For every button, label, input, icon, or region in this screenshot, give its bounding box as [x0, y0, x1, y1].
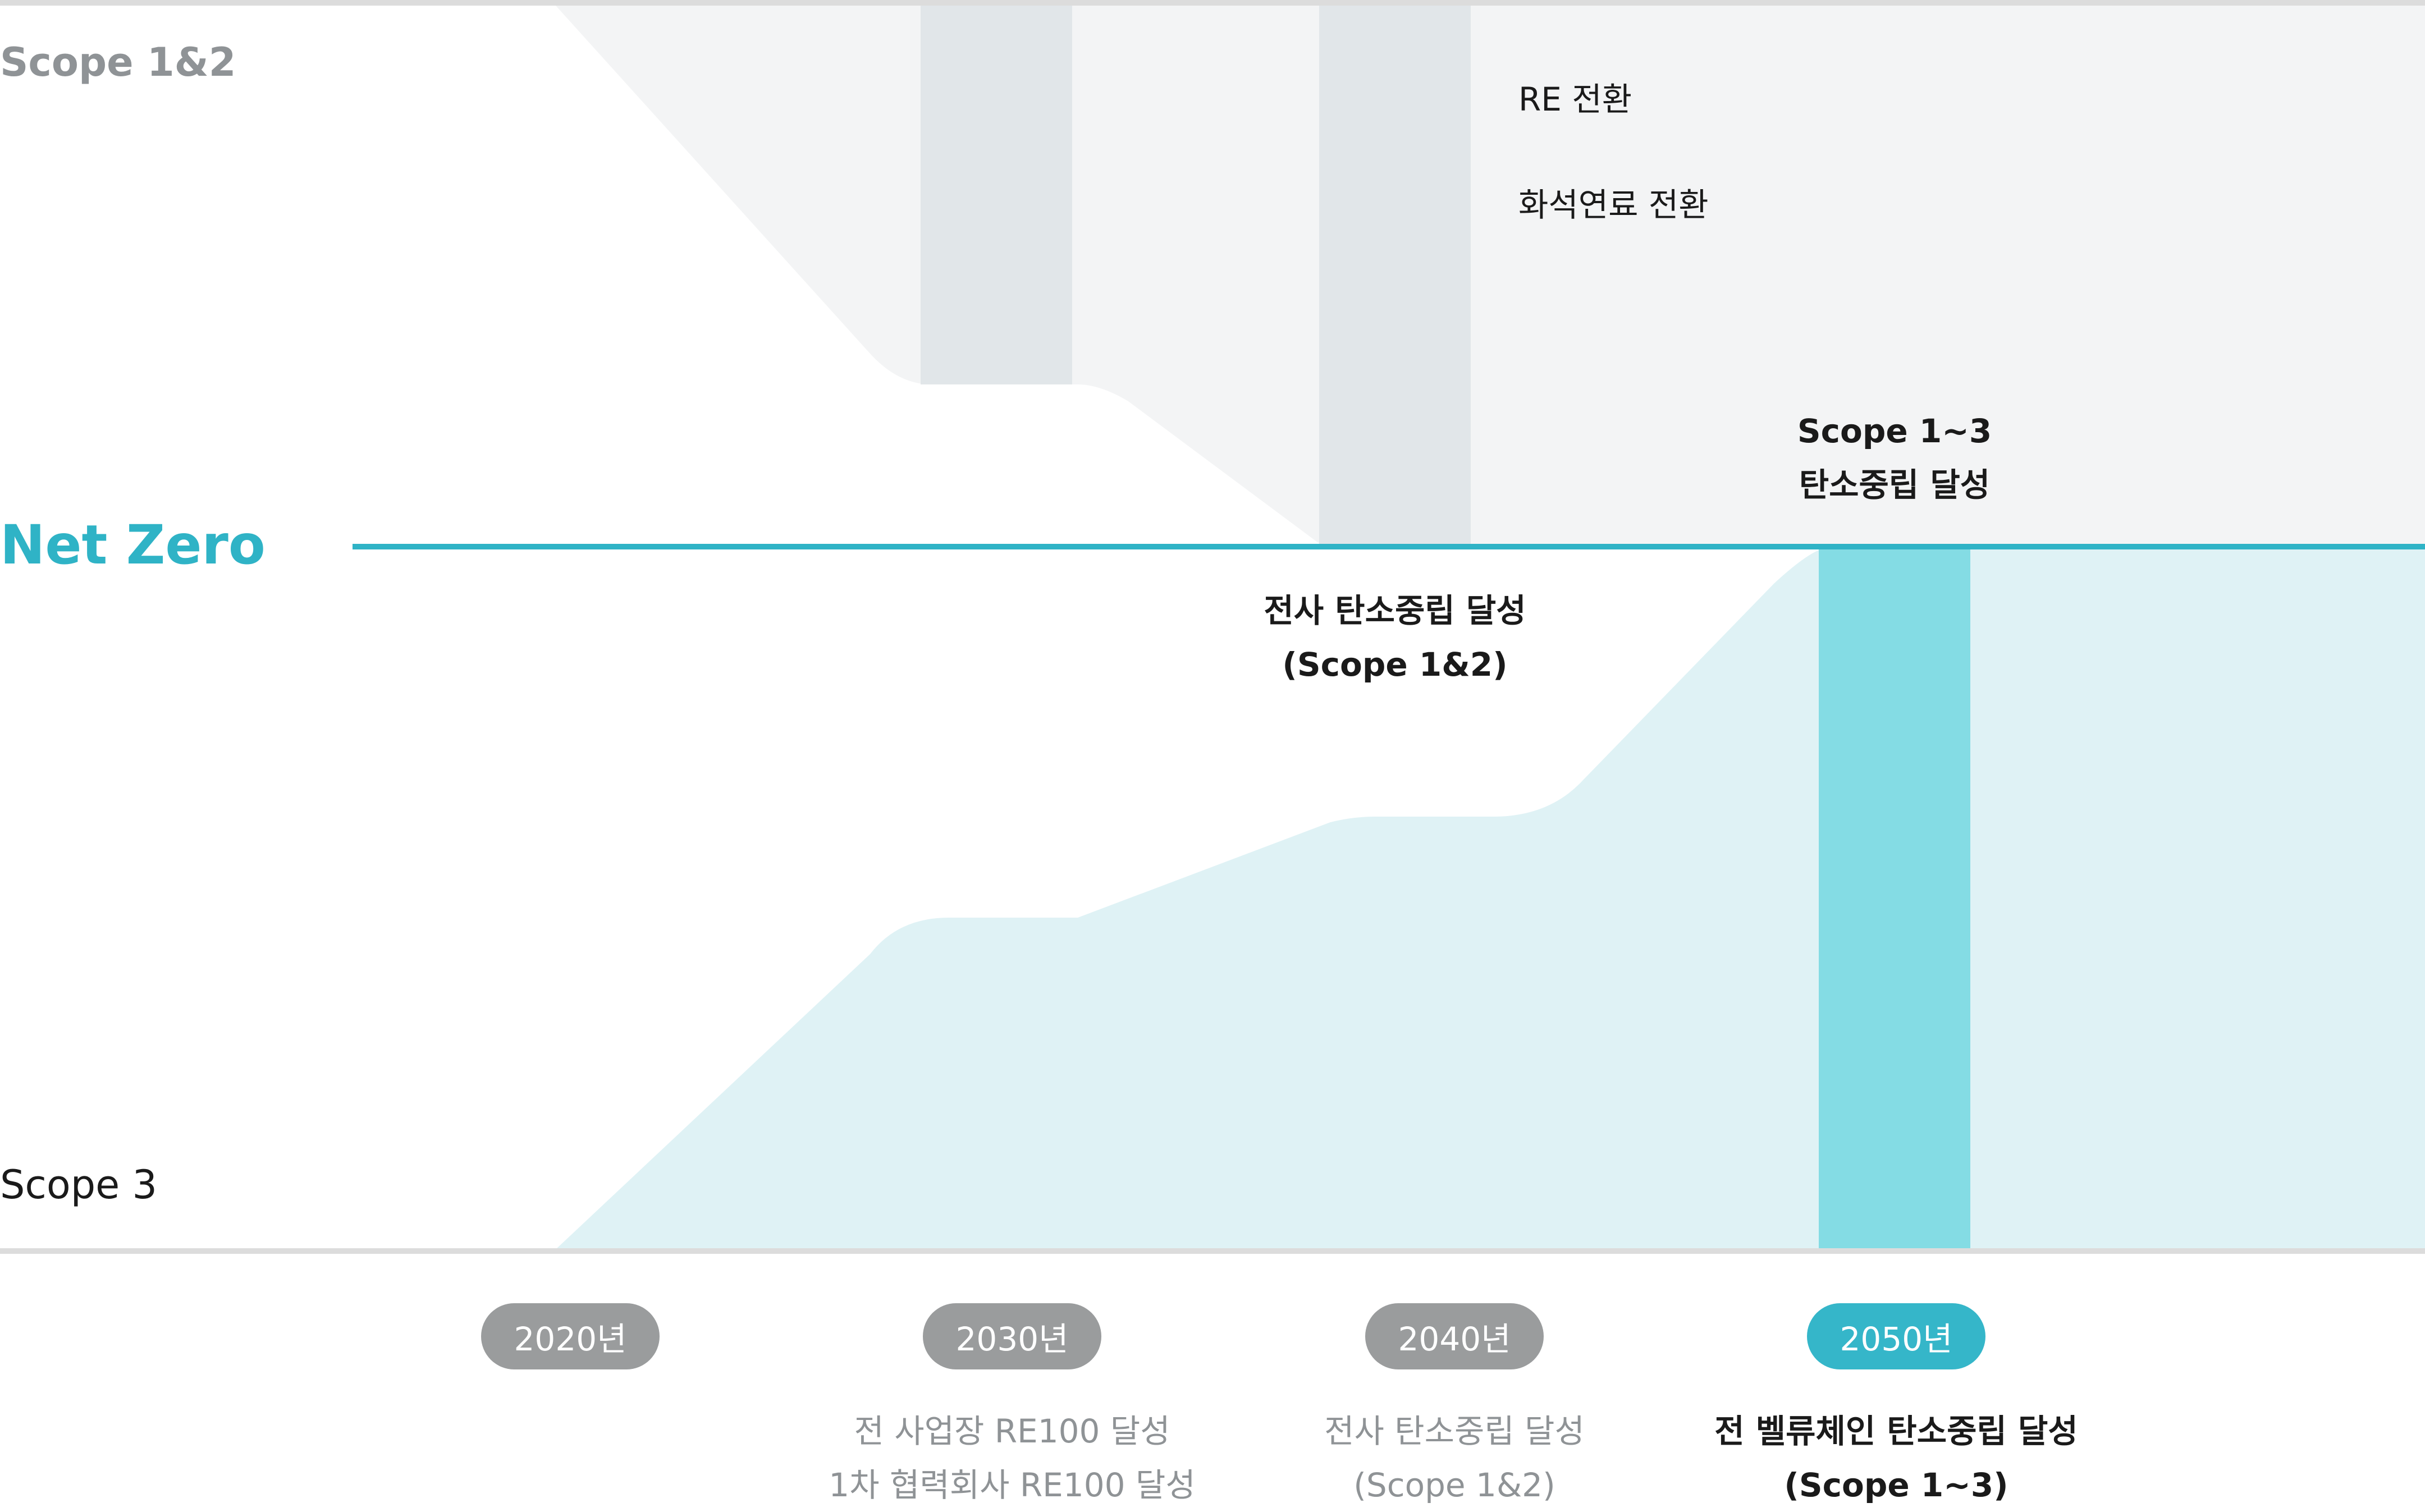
- company-milestone-line2: (Scope 1&2): [1282, 645, 1508, 684]
- scope13-milestone-line2: 탄소중립 달성: [1799, 466, 1991, 504]
- milestone-desc-2030: 전 사업장 RE100 달성 1차 협력회사 RE100 달성: [788, 1404, 1237, 1512]
- scope12-area: [556, 6, 2425, 546]
- scope13-milestone: Scope 1~3 탄소중립 달성: [1726, 404, 2063, 512]
- milestone-desc-2040: 전사 탄소중립 달성 (Scope 1&2): [1230, 1404, 1679, 1512]
- year-badge-2030: 2030년: [923, 1303, 1101, 1369]
- year-badge-2050: 2050년: [1807, 1303, 1985, 1369]
- milestone-desc-2030-line1: 전 사업장 RE100 달성: [854, 1412, 1170, 1450]
- year-badge-2020: 2020년: [481, 1303, 660, 1369]
- scope12-column-2040: [1319, 6, 1471, 546]
- net-zero-label: Net Zero: [0, 514, 266, 576]
- milestone-desc-2040-line1: 전사 탄소중립 달성: [1324, 1412, 1585, 1450]
- scope13-milestone-line1: Scope 1~3: [1797, 412, 1992, 450]
- milestone-desc-2030-line2: 1차 협력회사 RE100 달성: [829, 1466, 1196, 1504]
- milestone-desc-2040-line2: (Scope 1&2): [1353, 1466, 1555, 1504]
- fossil-transition-note: 화석연료 전환: [1518, 186, 1709, 224]
- company-milestone: 전사 탄소중립 달성 (Scope 1&2): [1227, 584, 1563, 691]
- scope12-column-2030: [921, 6, 1072, 384]
- scope3-label: Scope 3: [0, 1162, 158, 1208]
- net-zero-line: [353, 544, 2425, 549]
- milestone-desc-2050: 전 벨류체인 탄소중립 달성 (Scope 1~3): [1672, 1404, 2121, 1512]
- scope3-column-2050: [1819, 547, 1970, 1249]
- baseline: [0, 1248, 2425, 1254]
- top-border-line: [0, 0, 2425, 6]
- re-transition-note: RE 전환: [1518, 80, 1632, 118]
- milestone-desc-2050-line2: (Scope 1~3): [1784, 1466, 2008, 1504]
- milestone-desc-2050-line1: 전 벨류체인 탄소중립 달성: [1714, 1412, 2078, 1450]
- year-badge-2040: 2040년: [1365, 1303, 1544, 1369]
- company-milestone-line1: 전사 탄소중립 달성: [1264, 592, 1526, 630]
- scope12-label: Scope 1&2: [0, 39, 236, 85]
